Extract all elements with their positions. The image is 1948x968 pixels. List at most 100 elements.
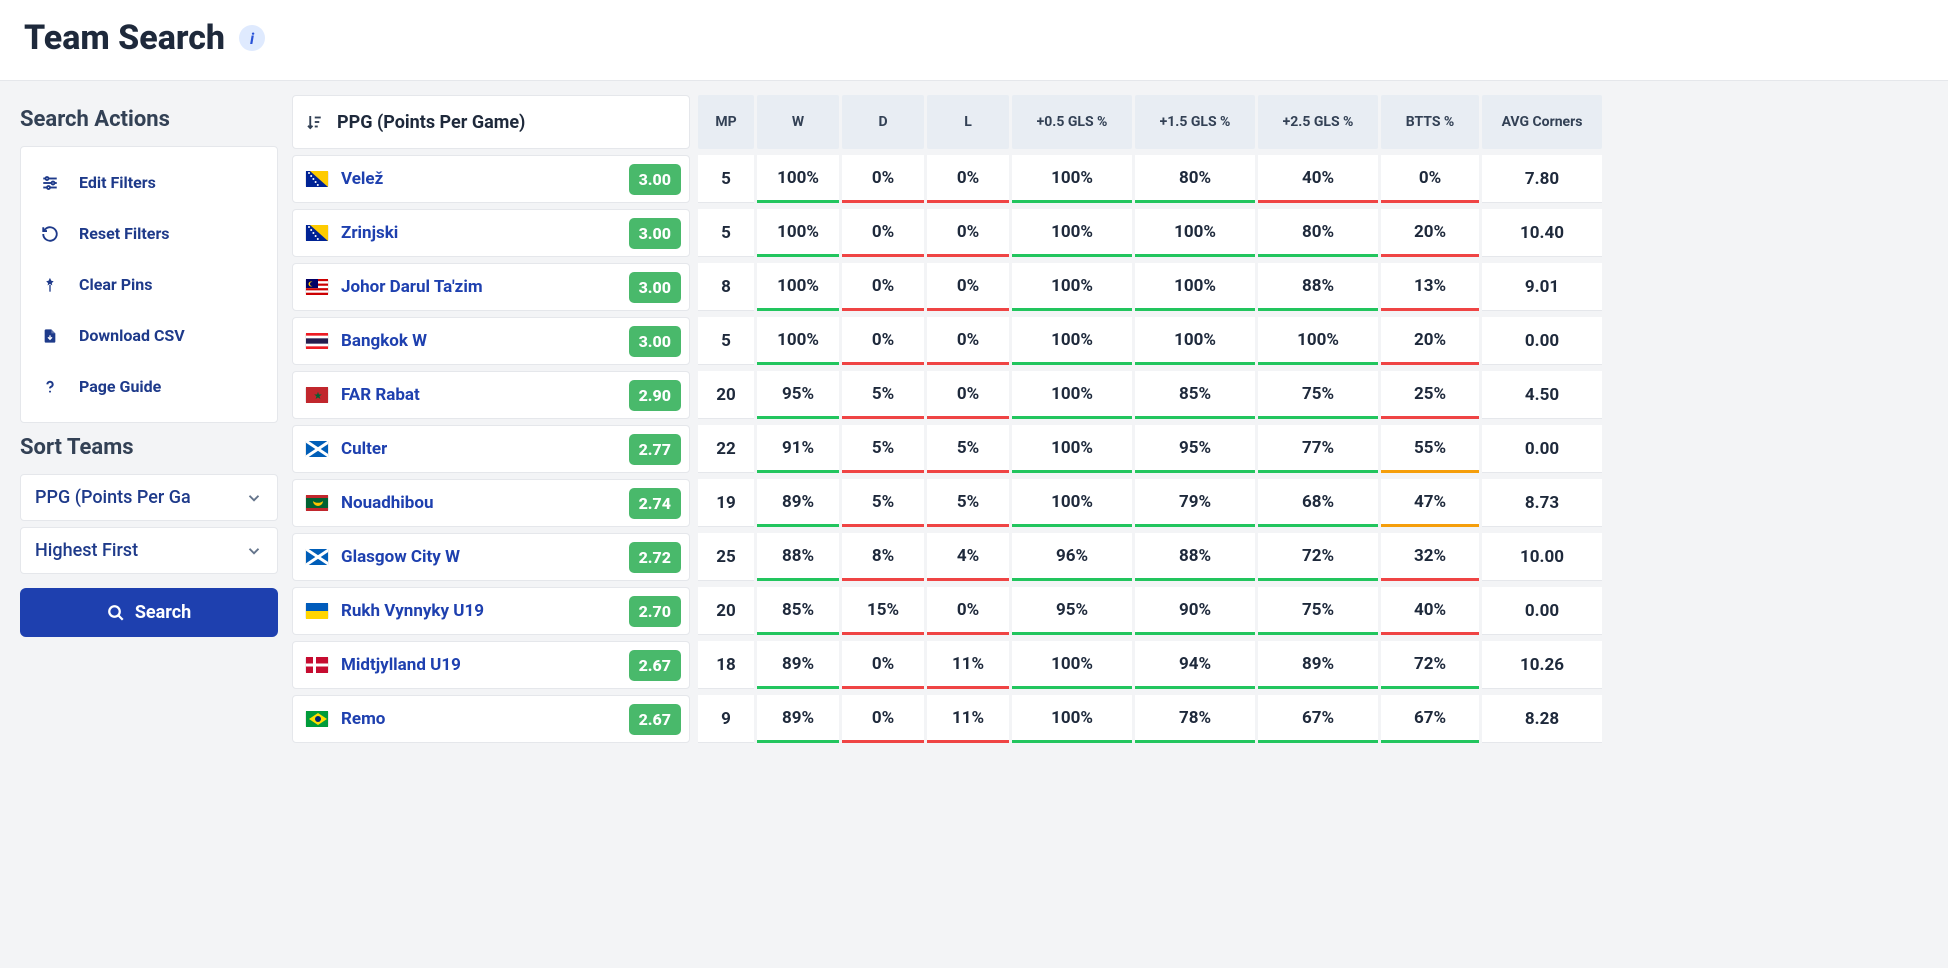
stat-cell: 91% bbox=[757, 425, 839, 473]
stat-cell: 100% bbox=[1012, 317, 1132, 365]
stat-cell: 77% bbox=[1258, 425, 1378, 473]
stat-cell: 9.01 bbox=[1482, 263, 1602, 311]
stats-row: 2095%5%0%100%85%75%25%4.50 bbox=[698, 371, 1602, 419]
column-header[interactable]: +0.5 GLS % bbox=[1012, 95, 1132, 149]
team-cell[interactable]: Glasgow City W 2.72 bbox=[292, 533, 690, 581]
ppg-badge: 2.74 bbox=[629, 488, 681, 519]
flag-icon bbox=[305, 279, 329, 295]
team-cell[interactable]: Velež 3.00 bbox=[292, 155, 690, 203]
flag-icon bbox=[305, 441, 329, 457]
stat-cell: 13% bbox=[1381, 263, 1479, 311]
column-header[interactable]: W bbox=[757, 95, 839, 149]
ppg-badge: 2.90 bbox=[629, 380, 681, 411]
stat-cell: 100% bbox=[1012, 695, 1132, 743]
sort-icon bbox=[305, 113, 323, 131]
team-name: Bangkok W bbox=[341, 331, 427, 351]
info-icon[interactable]: i bbox=[239, 25, 265, 51]
ppg-badge: 2.72 bbox=[629, 542, 681, 573]
page-title-text: Team Search bbox=[24, 18, 225, 58]
edit-filters-button[interactable]: Edit Filters bbox=[25, 157, 273, 208]
column-header[interactable]: MP bbox=[698, 95, 754, 149]
search-icon bbox=[107, 604, 125, 622]
search-button[interactable]: Search bbox=[20, 588, 278, 637]
download-icon bbox=[39, 327, 61, 345]
stats-row: 5100%0%0%100%80%40%0%7.80 bbox=[698, 155, 1602, 203]
stat-cell: 5 bbox=[698, 155, 754, 203]
column-header[interactable]: +1.5 GLS % bbox=[1135, 95, 1255, 149]
stat-cell: 100% bbox=[757, 263, 839, 311]
download-csv-button[interactable]: Download CSV bbox=[25, 310, 273, 361]
table-row: Remo 2.67989%0%11%100%78%67%67%8.28 bbox=[292, 695, 1948, 743]
clear-pins-button[interactable]: Clear Pins bbox=[25, 259, 273, 310]
stat-cell: 18 bbox=[698, 641, 754, 689]
stat-cell: 67% bbox=[1258, 695, 1378, 743]
ppg-badge: 2.77 bbox=[629, 434, 681, 465]
team-name: Nouadhibou bbox=[341, 493, 433, 513]
page-guide-button[interactable]: Page Guide bbox=[25, 361, 273, 412]
svg-text:★: ★ bbox=[314, 391, 323, 402]
reset-filters-button[interactable]: Reset Filters bbox=[25, 208, 273, 259]
stat-cell: 25% bbox=[1381, 371, 1479, 419]
ppg-badge: 2.70 bbox=[629, 596, 681, 627]
team-cell[interactable]: Johor Darul Ta'zim 3.00 bbox=[292, 263, 690, 311]
stat-cell: 88% bbox=[1135, 533, 1255, 581]
team-cell[interactable]: Zrinjski 3.00 bbox=[292, 209, 690, 257]
column-header[interactable]: AVG Corners bbox=[1482, 95, 1602, 149]
stat-cell: 100% bbox=[1135, 317, 1255, 365]
stat-cell: 0% bbox=[842, 695, 924, 743]
stats-row: 8100%0%0%100%100%88%13%9.01 bbox=[698, 263, 1602, 311]
stat-cell: 0% bbox=[1381, 155, 1479, 203]
column-header[interactable]: BTTS % bbox=[1381, 95, 1479, 149]
stat-cell: 5% bbox=[842, 479, 924, 527]
download-csv-label: Download CSV bbox=[79, 326, 185, 345]
table-row: Midtjylland U19 2.671889%0%11%100%94%89%… bbox=[292, 641, 1948, 689]
stat-cell: 40% bbox=[1381, 587, 1479, 635]
table-header: PPG (Points Per Game) MPWDL+0.5 GLS %+1.… bbox=[292, 95, 1948, 149]
team-name: FAR Rabat bbox=[341, 385, 420, 405]
stat-cell: 100% bbox=[1012, 155, 1132, 203]
stat-cell: 47% bbox=[1381, 479, 1479, 527]
team-cell[interactable]: ★ FAR Rabat 2.90 bbox=[292, 371, 690, 419]
stat-cell: 89% bbox=[1258, 641, 1378, 689]
results-table: PPG (Points Per Game) MPWDL+0.5 GLS %+1.… bbox=[292, 95, 1948, 743]
sort-header-label: PPG (Points Per Game) bbox=[337, 112, 525, 133]
team-cell[interactable]: Midtjylland U19 2.67 bbox=[292, 641, 690, 689]
column-header[interactable]: L bbox=[927, 95, 1009, 149]
stat-cell: 5 bbox=[698, 317, 754, 365]
sort-direction-select[interactable]: Highest First bbox=[20, 527, 278, 574]
sort-by-value: PPG (Points Per Ga bbox=[35, 487, 191, 508]
flag-icon bbox=[305, 333, 329, 349]
stat-cell: 8.73 bbox=[1482, 479, 1602, 527]
stats-row: 2588%8%4%96%88%72%32%10.00 bbox=[698, 533, 1602, 581]
flag-icon: ★ bbox=[305, 387, 329, 403]
flag-icon bbox=[305, 495, 329, 511]
team-cell[interactable]: Bangkok W 3.00 bbox=[292, 317, 690, 365]
stat-cell: 20 bbox=[698, 587, 754, 635]
stat-cell: 75% bbox=[1258, 587, 1378, 635]
team-cell[interactable]: Remo 2.67 bbox=[292, 695, 690, 743]
ppg-badge: 3.00 bbox=[629, 326, 681, 357]
team-cell[interactable]: Culter 2.77 bbox=[292, 425, 690, 473]
column-header[interactable]: +2.5 GLS % bbox=[1258, 95, 1378, 149]
stat-cell: 0% bbox=[842, 641, 924, 689]
stat-cell: 89% bbox=[757, 641, 839, 689]
stat-cell: 10.40 bbox=[1482, 209, 1602, 257]
stat-cell: 89% bbox=[757, 479, 839, 527]
flag-icon bbox=[305, 603, 329, 619]
team-name: Remo bbox=[341, 709, 385, 729]
stat-cell: 5 bbox=[698, 209, 754, 257]
pin-icon bbox=[39, 276, 61, 294]
ppg-badge: 3.00 bbox=[629, 218, 681, 249]
stat-cell: 0.00 bbox=[1482, 587, 1602, 635]
sort-header-cell[interactable]: PPG (Points Per Game) bbox=[292, 95, 690, 149]
stat-cell: 68% bbox=[1258, 479, 1378, 527]
stat-cell: 0% bbox=[927, 209, 1009, 257]
sort-by-select[interactable]: PPG (Points Per Ga bbox=[20, 474, 278, 521]
team-cell[interactable]: Rukh Vynnyky U19 2.70 bbox=[292, 587, 690, 635]
column-header[interactable]: D bbox=[842, 95, 924, 149]
stat-cell: 75% bbox=[1258, 371, 1378, 419]
table-row: Rukh Vynnyky U19 2.702085%15%0%95%90%75%… bbox=[292, 587, 1948, 635]
stats-header-row: MPWDL+0.5 GLS %+1.5 GLS %+2.5 GLS %BTTS … bbox=[698, 95, 1602, 149]
stat-cell: 0% bbox=[927, 587, 1009, 635]
team-cell[interactable]: Nouadhibou 2.74 bbox=[292, 479, 690, 527]
